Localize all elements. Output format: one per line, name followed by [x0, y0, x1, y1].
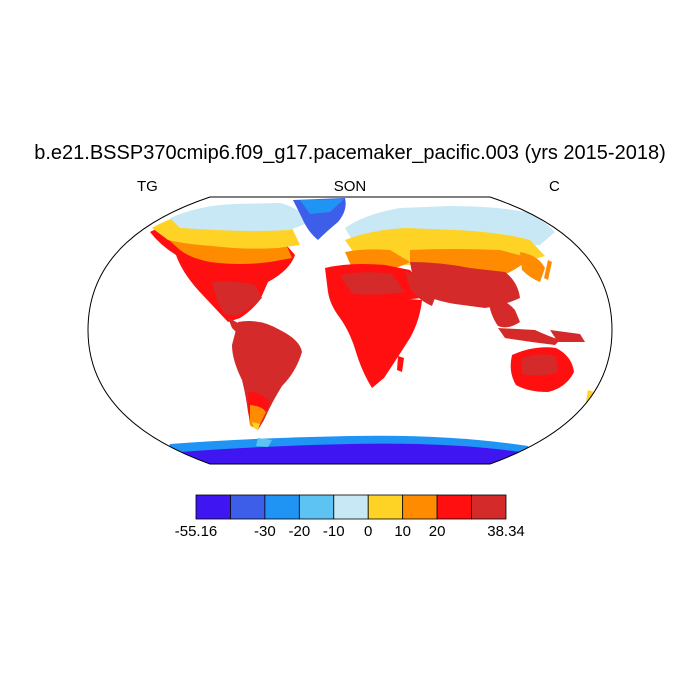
sahara [340, 272, 405, 295]
colorbar-tick-label: 10 [394, 523, 411, 540]
colorbar-box-5 [367, 494, 404, 520]
season-label: SON [333, 178, 367, 195]
colorbar-box-1 [230, 494, 266, 520]
arabia [405, 272, 438, 306]
colorbar-tick-label: 20 [428, 523, 446, 540]
colorbar-tick-label: -20 [288, 523, 311, 540]
southeast-asia [488, 298, 520, 328]
variable-label: TG [137, 178, 158, 195]
plot-title: b.e21.BSSP370cmip6.f09_g17.pacemaker_pac… [34, 142, 666, 164]
colorbar-box-0 [195, 494, 231, 520]
greenland-edge [300, 199, 344, 214]
colorbar-box-7 [436, 494, 472, 520]
south-asia [410, 262, 520, 308]
land-layer [150, 198, 594, 464]
australia-interior [522, 354, 558, 376]
tierra-del-fuego [252, 422, 260, 430]
south-america [232, 321, 302, 430]
patagonia [250, 405, 266, 428]
east-asia-coast [520, 252, 545, 282]
indonesia [498, 328, 560, 345]
southeast-us [212, 281, 262, 316]
colorbar [195, 494, 507, 520]
madagascar [397, 356, 404, 372]
new-zealand [585, 390, 594, 410]
africa-central [328, 292, 422, 388]
antarctica-interior [170, 443, 530, 464]
new-guinea [550, 330, 585, 342]
antarctic-peninsula [256, 438, 272, 447]
colorbar-box-3 [298, 494, 335, 520]
colorbar-box-8 [471, 494, 507, 520]
colorbar-tick-label: -55.16 [174, 523, 218, 540]
units-label: C [549, 178, 560, 195]
colorbar-tick-label: -30 [254, 523, 276, 540]
japan [544, 260, 552, 280]
colorbar-box-4 [333, 494, 369, 520]
colorbar-tick-label: 38.34 [487, 523, 525, 540]
globe-outline [87, 196, 613, 465]
colorbar-tick-label: 0 [364, 523, 373, 540]
colorbar-tick-label: -10 [322, 523, 345, 540]
arctic-canada [170, 203, 310, 231]
colorbar-box-6 [402, 494, 438, 520]
colorbar-box-2 [264, 494, 300, 520]
